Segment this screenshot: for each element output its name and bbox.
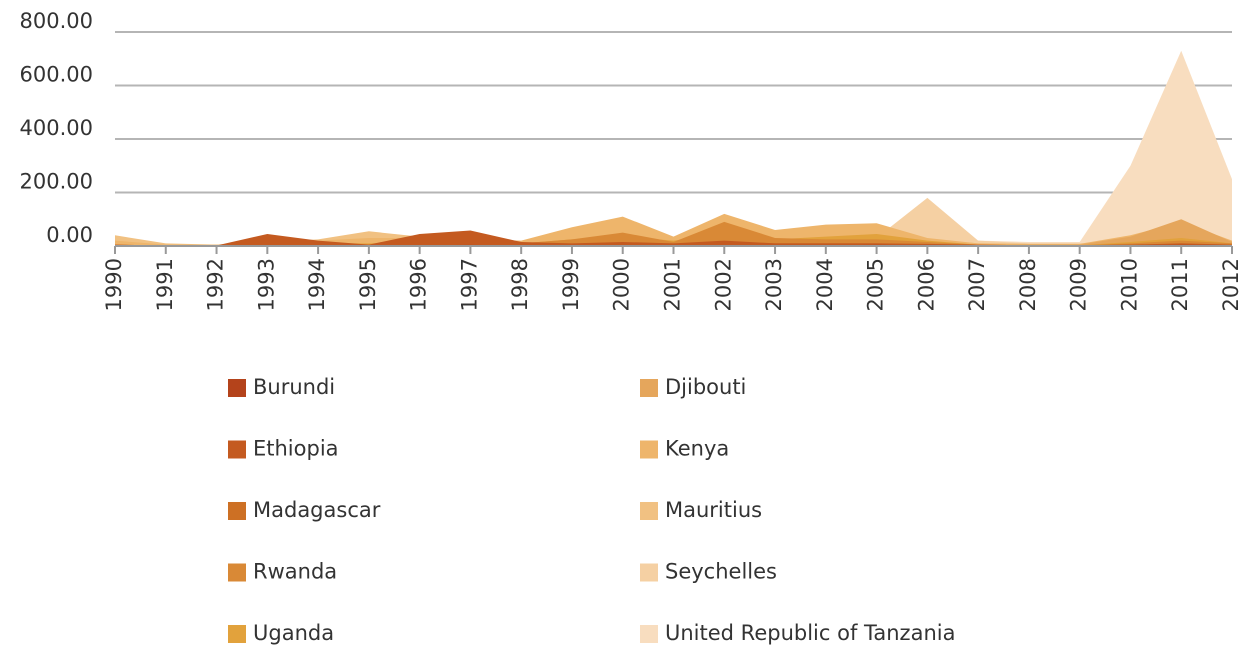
- legend-label: Djibouti: [665, 375, 746, 399]
- legend-label: Ethiopia: [253, 437, 339, 461]
- x-tick-label: 2003: [762, 258, 786, 311]
- area: [115, 213, 1232, 246]
- x-tick-label: 2000: [610, 258, 634, 311]
- x-tick-label: 2010: [1117, 258, 1141, 311]
- legend-label: United Republic of Tanzania: [665, 621, 955, 645]
- x-tick-label: 2002: [711, 258, 735, 311]
- legend-swatch: [228, 625, 246, 643]
- legend-swatch: [640, 379, 658, 397]
- legend-swatch: [640, 563, 658, 582]
- legend-swatch: [228, 502, 246, 520]
- x-tick-label: 2012: [1219, 258, 1243, 311]
- x-tick-label: 1991: [153, 258, 177, 311]
- x-tick-label: 2006: [914, 258, 938, 311]
- x-tick-label: 1996: [407, 258, 431, 311]
- x-tick-label: 1993: [254, 258, 278, 311]
- x-tick-label: 2001: [661, 258, 685, 311]
- legend-swatch: [640, 625, 658, 643]
- legend-swatch: [228, 563, 246, 582]
- x-tick-label: 1995: [356, 258, 380, 311]
- legend-label: Uganda: [253, 621, 334, 645]
- area: [115, 50, 1232, 246]
- x-tick-label: 1994: [305, 258, 329, 311]
- x-tick-label: 1990: [102, 258, 126, 311]
- legend-label: Rwanda: [253, 560, 337, 584]
- x-tick-label: 2011: [1168, 258, 1192, 311]
- x-tick-label: 1999: [559, 258, 583, 311]
- x-tick-label: 1997: [457, 258, 481, 311]
- legend-label: Mauritius: [665, 498, 762, 522]
- legend-label: Seychelles: [665, 560, 777, 584]
- area: [115, 197, 1232, 246]
- y-tick-label: 400.00: [20, 116, 93, 140]
- y-tick-label: 0.00: [46, 223, 93, 247]
- legend-swatch: [640, 440, 658, 459]
- legend-swatch: [228, 379, 246, 397]
- legend-swatch: [228, 440, 246, 459]
- x-tick-label: 2008: [1016, 258, 1040, 311]
- legend-label: Kenya: [665, 437, 729, 461]
- area: [115, 230, 1232, 246]
- x-tick-label: 1992: [204, 258, 228, 311]
- y-tick-label: 600.00: [20, 63, 93, 87]
- legend-swatch: [640, 502, 658, 520]
- legend-label: Madagascar: [253, 498, 381, 522]
- y-tick-label: 200.00: [20, 170, 93, 194]
- x-tick-label: 2005: [864, 258, 888, 311]
- x-tick-label: 1998: [508, 258, 532, 311]
- x-tick-label: 2004: [813, 258, 837, 311]
- x-tick-label: 2007: [965, 258, 989, 311]
- y-tick-label: 800.00: [20, 9, 93, 33]
- legend-label: Burundi: [253, 375, 335, 399]
- x-tick-label: 2009: [1067, 258, 1091, 311]
